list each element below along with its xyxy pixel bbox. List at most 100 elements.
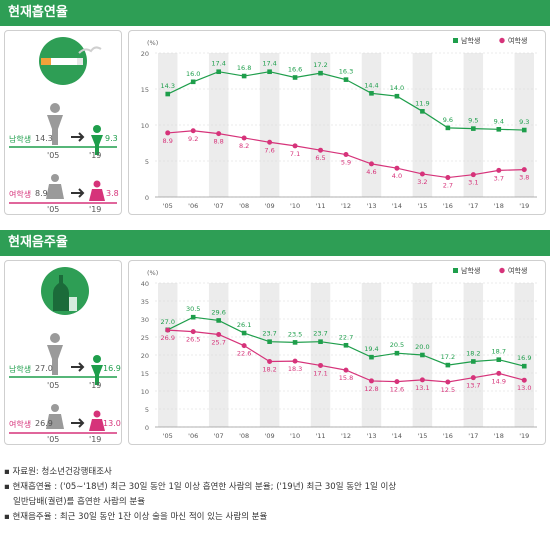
data-point-female [343, 152, 349, 158]
legend-label-female: 여학생 [508, 266, 527, 275]
data-point-female [190, 329, 196, 335]
data-label: 17.2 [441, 353, 455, 361]
data-point-male [216, 69, 221, 75]
data-point-female [216, 131, 222, 137]
data-label: 8.9 [163, 137, 173, 145]
data-point-male [445, 362, 451, 368]
y-tick-label: 30 [141, 316, 149, 324]
smoking-summary-graphic [9, 37, 117, 204]
data-point-male [496, 127, 502, 132]
female-label: 여학생 [9, 190, 32, 199]
data-point-male [216, 318, 221, 323]
data-point-male [165, 91, 171, 97]
data-point-female [394, 379, 400, 385]
data-point-female [521, 167, 527, 173]
data-point-male [521, 363, 527, 369]
data-point-female [445, 175, 451, 181]
data-label: 22.6 [237, 350, 251, 358]
data-point-male [420, 109, 425, 114]
x-tick-label: '12 [341, 202, 351, 210]
x-tick-label: '12 [341, 432, 351, 440]
male-figure-icon [47, 103, 103, 155]
data-label: 13.0 [517, 384, 531, 392]
data-label: 29.6 [211, 308, 225, 316]
legend-marker-male [453, 268, 458, 273]
cigarette-icon [41, 58, 77, 65]
x-tick-label: '15 [417, 202, 427, 210]
data-point-female [496, 370, 502, 376]
arrow-icon [71, 362, 85, 372]
data-point-female [241, 343, 247, 349]
data-point-male [318, 70, 323, 76]
x-tick-label: '18 [494, 202, 504, 210]
x-tick-label: '05 [163, 432, 173, 440]
x-tick-label: '10 [290, 432, 300, 440]
data-point-male [190, 79, 196, 85]
male-figure-icon [47, 333, 103, 385]
data-point-male [267, 339, 272, 344]
female-from-value: 8.9 [35, 189, 48, 198]
data-label: 2.7 [443, 182, 453, 190]
footnote: ▪ 현재음주율 : 최근 30일 동안 1잔 이상 술을 마신 적이 있는 사람… [4, 512, 268, 522]
y-tick-label: 40 [141, 280, 149, 288]
legend-marker-female [499, 267, 505, 274]
data-point-male [394, 93, 400, 99]
x-tick-label: '19 [519, 202, 529, 210]
data-label: 26.1 [237, 321, 251, 329]
data-label: 19.4 [364, 345, 378, 353]
y-tick-label: 15 [141, 370, 149, 378]
data-label: 4.6 [366, 168, 376, 176]
x-tick-label: '18 [494, 432, 504, 440]
x-tick-label: '15 [417, 432, 427, 440]
data-point-male [318, 339, 323, 344]
data-label: 17.4 [211, 60, 225, 68]
male-to-value: 9.3 [105, 134, 118, 143]
data-label: 15.8 [339, 374, 353, 382]
data-point-female [521, 377, 527, 383]
y-axis-label: (%) [147, 39, 158, 47]
y-tick-label: 5 [145, 158, 149, 166]
data-label: 13.7 [466, 382, 480, 390]
data-label: 23.5 [288, 330, 302, 338]
x-tick-label: '05 [163, 202, 173, 210]
data-label: 14.3 [160, 82, 174, 90]
data-label: 18.7 [492, 348, 506, 356]
data-point-female [165, 327, 171, 333]
data-label: 23.7 [262, 330, 276, 338]
y-tick-label: 0 [145, 424, 149, 432]
data-point-male [267, 69, 272, 75]
data-point-male [496, 357, 502, 362]
year-from-label: '05 [47, 151, 60, 160]
data-label: 9.5 [468, 117, 478, 125]
section-title-smoking: 현재흡연율 [0, 0, 550, 26]
data-point-female [292, 358, 298, 364]
data-label: 30.5 [186, 305, 200, 313]
data-point-male [292, 340, 298, 345]
data-point-male [343, 342, 349, 348]
data-label: 4.0 [392, 172, 402, 180]
data-label: 3.1 [468, 179, 478, 187]
data-point-female [318, 362, 324, 368]
male-from-value: 14.3 [35, 134, 53, 143]
legend-label-male: 남학생 [461, 266, 480, 275]
x-tick-label: '14 [392, 432, 402, 440]
male-label: 남학생 [9, 135, 32, 144]
female-to-value: 13.0 [103, 419, 121, 428]
data-label: 14.4 [364, 81, 378, 89]
male-from-value: 27.0 [35, 364, 53, 373]
data-label: 17.1 [313, 369, 327, 377]
data-point-male [420, 352, 425, 358]
data-label: 16.9 [517, 354, 531, 362]
data-label: 14.9 [492, 377, 506, 385]
drinking-line-chart: 0 5 10 15 20 25 30 35 40 (%) '05 '06 '07 '08 '09 '10 '11… [141, 266, 537, 440]
data-point-female [165, 130, 171, 136]
data-label: 7.1 [290, 150, 300, 158]
data-label: 16.3 [339, 68, 353, 76]
data-point-female [318, 147, 324, 153]
x-tick-label: '19 [519, 432, 529, 440]
data-label: 14.0 [390, 84, 404, 92]
data-point-male [471, 359, 476, 364]
section-title-drinking: 현재음주율 [0, 230, 550, 256]
x-tick-label: '14 [392, 202, 402, 210]
data-label: 9.6 [443, 116, 453, 124]
